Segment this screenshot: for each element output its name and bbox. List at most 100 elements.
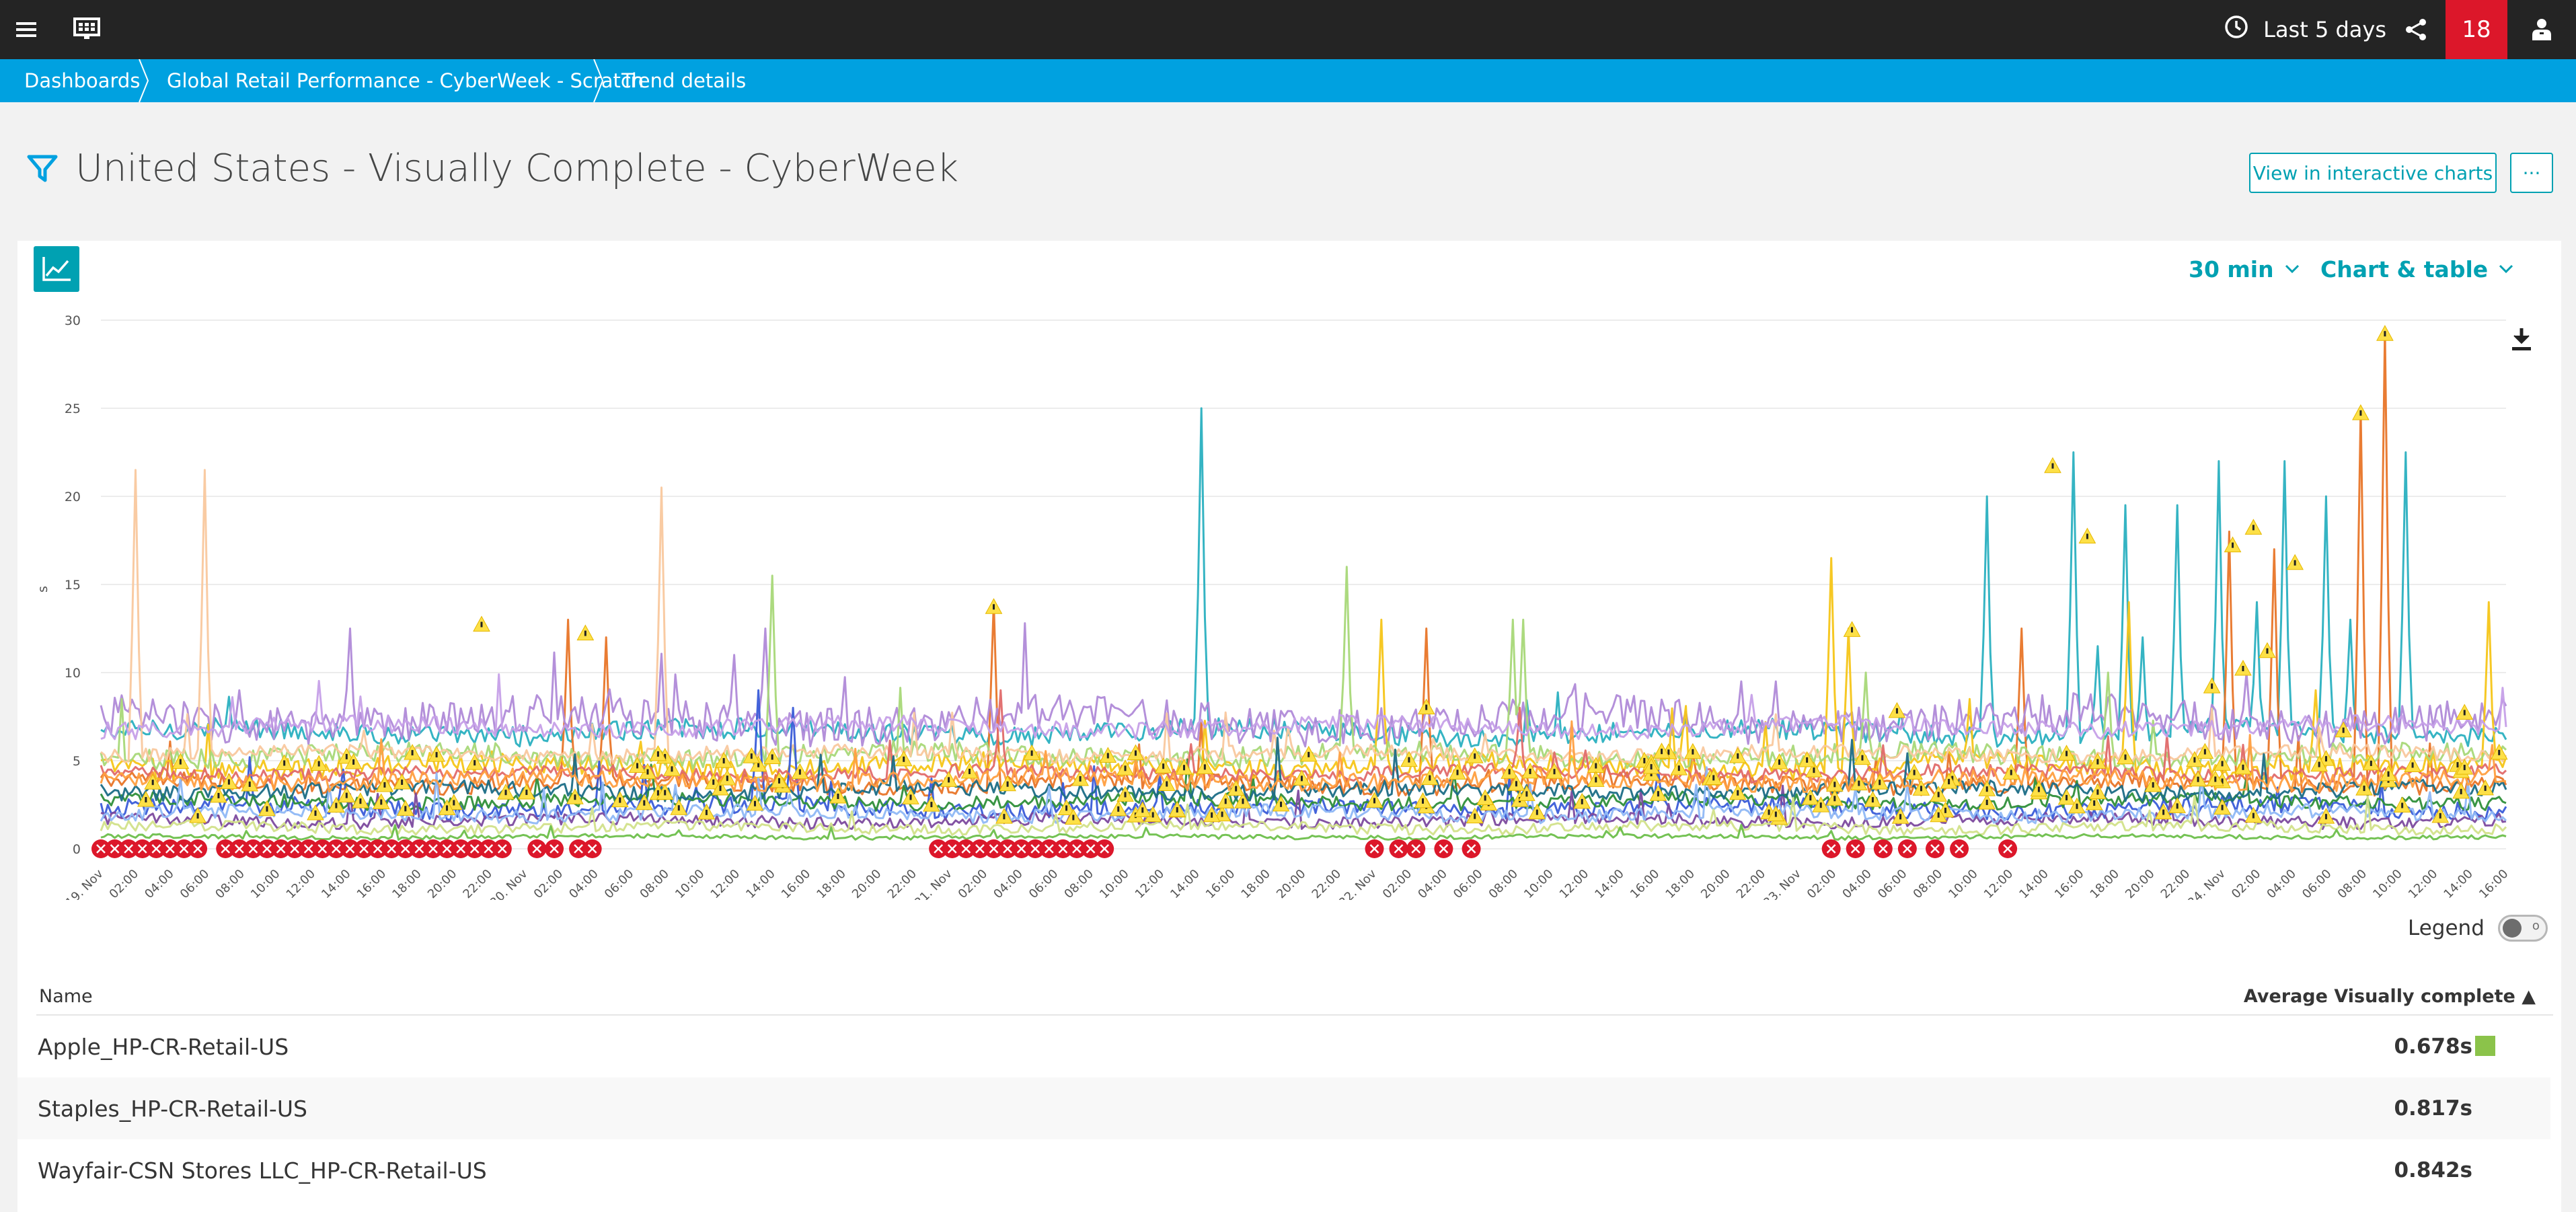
warning-glyph [151,780,154,786]
download-icon[interactable] [2510,327,2533,351]
error-glyph [96,844,106,854]
column-header-name[interactable]: Name [39,986,93,1007]
error-glyph [442,844,452,854]
warning-glyph [2252,812,2255,819]
series-line [100,795,2507,836]
warning-glyph [2484,785,2487,791]
warning-glyph [1525,791,1528,797]
x-tick-label: 16:00 [1628,867,1663,900]
x-tick-label: 08:00 [213,867,248,900]
warning-glyph [2242,666,2244,671]
x-tick-label: 04:00 [991,867,1026,900]
error-glyph [1411,844,1421,854]
warning-glyph [2203,749,2206,755]
warning-glyph [380,799,383,805]
warning-glyph [646,769,649,775]
error-glyph [221,844,231,854]
problems-badge[interactable]: 18 [2446,0,2507,59]
warning-glyph [435,752,438,758]
warning-glyph [1737,753,1739,759]
warning-glyph [2197,776,2199,782]
toggle-off-glyph: o [2532,919,2540,933]
warning-glyph [2152,782,2154,788]
share-icon[interactable] [2386,0,2446,59]
column-header-average[interactable]: Average Visually complete ▲ [2243,986,2536,1007]
warning-glyph [2363,786,2365,792]
warning-glyph [2162,809,2165,815]
warning-glyph [383,782,386,788]
chart-type-icon[interactable] [34,246,79,292]
warning-glyph [1948,779,1950,785]
warning-glyph [2384,331,2386,337]
breadcrumb-dashboard[interactable]: Global Retail Performance - CyberWeek - … [167,69,644,92]
error-glyph [1826,844,1836,854]
warning-glyph [196,813,199,819]
warning-glyph [2242,764,2244,770]
warning-glyph [1643,757,1646,763]
error-glyph [290,844,300,854]
error-glyph [248,844,258,854]
y-axis-label: s [36,586,50,593]
x-tick-label: 12:00 [1133,867,1168,900]
legend-label: Legend [2408,916,2485,940]
visualization-dropdown[interactable]: Chart & table [2320,250,2513,288]
x-tick-label: 06:00 [178,867,213,900]
warning-glyph [2076,803,2078,809]
warning-glyph [1456,769,1459,775]
x-tick-label: 06:00 [1026,867,1061,900]
breadcrumb-dashboards[interactable]: Dashboards [24,69,141,92]
warning-glyph [1529,768,1531,774]
x-tick-label: 02:00 [107,867,142,900]
x-tick-label: 04:00 [566,867,601,900]
menu-icon[interactable] [0,0,52,59]
x-tick-label: 16:00 [354,867,389,900]
warning-glyph [930,802,933,808]
user-icon[interactable] [2507,0,2576,59]
row-name: Apple_HP-CR-Retail-US [38,1033,289,1060]
filter-icon[interactable] [27,153,58,184]
resolution-dropdown[interactable]: 30 min [2189,250,2300,288]
x-tick-label: 02:00 [1380,867,1415,900]
y-tick-label: 20 [65,490,81,504]
warning-glyph [1106,753,1109,759]
x-tick-label: 14:00 [319,867,354,900]
legend-toggle[interactable]: o [2497,915,2548,942]
table-row[interactable]: Staples_HP-CR-Retail-US 0.817s [17,1077,2550,1139]
warning-glyph [345,753,348,759]
warning-glyph [1422,798,1425,804]
warning-glyph [2221,778,2224,784]
warning-glyph [2401,802,2404,808]
timeframe-selector[interactable]: Last 5 days [2224,0,2386,59]
warning-glyph [504,790,507,796]
row-name: Wayfair-CSN Stores LLC_HP-CR-Retail-US [38,1157,487,1184]
error-glyph [373,844,383,854]
x-tick-label: 08:00 [1911,867,1946,900]
warning-glyph [1308,751,1310,757]
warning-glyph [1300,775,1303,782]
warning-glyph [1151,812,1154,818]
x-tick-label: 14:00 [1592,867,1627,900]
table-row[interactable]: Wayfair-CSN Stores LLC_HP-CR-Retail-US 0… [17,1139,2550,1201]
series-line [100,766,2507,825]
warning-glyph [179,759,182,765]
dashboard-icon[interactable] [65,0,109,59]
view-interactive-charts-button[interactable]: View in interactive charts [2249,153,2497,193]
warning-glyph [525,790,528,796]
x-tick-label: 18:00 [1663,867,1698,900]
error-glyph [989,844,999,854]
more-options-button[interactable]: ··· [2510,153,2553,193]
x-tick-label: 04:00 [142,867,177,900]
error-glyph [1044,844,1054,854]
x-tick-label: 02:00 [531,867,566,900]
warning-glyph [619,797,621,803]
table-row[interactable]: Apple_HP-CR-Retail-US 0.678s [17,1016,2550,1077]
chevron-down-icon [2285,264,2299,274]
warning-glyph [1176,807,1178,813]
x-tick-label: 18:00 [389,867,424,900]
warning-glyph [2463,710,2466,716]
x-tick-label: 12:00 [708,867,743,900]
legend-toggle-row: Legend o [2408,913,2548,943]
x-tick-label: 12:00 [2406,867,2441,900]
warning-glyph [798,769,801,775]
